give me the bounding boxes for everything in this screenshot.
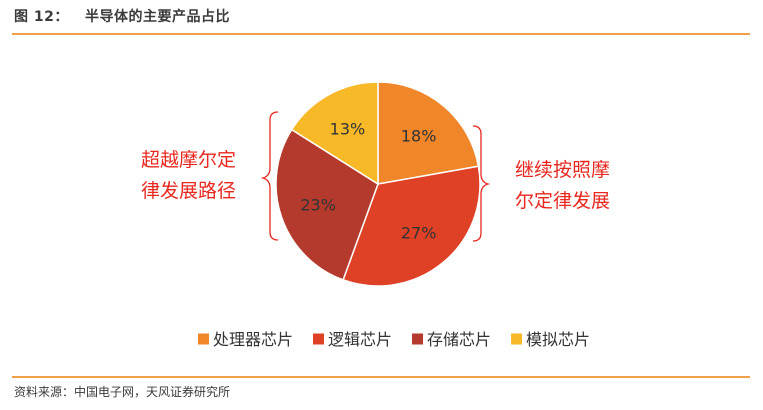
legend-item-2: 逻辑芯片 [313, 330, 392, 349]
legend-item-4: 模拟芯片 [511, 330, 590, 349]
pie-slice-label-1: 18% [401, 127, 437, 146]
pie-slice-1 [377, 81, 480, 185]
pie-slice-4 [290, 81, 379, 186]
legend-label-4: 模拟芯片 [526, 330, 590, 349]
figure-title: 图 12： 半导体的主要产品占比 [14, 9, 230, 25]
pie-chart: 18% 27% 23% 13% 超越摩尔定 律发展路径 继续按照摩 尔定律发展 处理器… [141, 81, 610, 349]
legend-item-3: 存储芯片 [412, 330, 491, 349]
right-bracket [472, 125, 491, 242]
right-annotation-line-1: 继续按照摩 [515, 159, 610, 181]
legend-label-2: 逻辑芯片 [328, 330, 392, 349]
right-annotation-line-2: 尔定律发展 [515, 190, 610, 212]
pie-slices [275, 81, 481, 287]
legend-swatch-3 [412, 333, 424, 345]
pie-slice-2 [342, 165, 481, 287]
legend-swatch-2 [313, 333, 325, 345]
pie-slice-labels: 18% 27% 23% 13% [300, 120, 436, 243]
pie-slice-label-3: 23% [300, 195, 336, 214]
top-rule [12, 33, 750, 35]
legend: 处理器芯片 逻辑芯片 存储芯片 模拟芯片 [198, 330, 590, 349]
legend-swatch-4 [511, 333, 523, 345]
legend-label-3: 存储芯片 [427, 330, 491, 349]
left-annotation-line-1: 超越摩尔定 [141, 149, 236, 171]
legend-swatch-1 [198, 333, 209, 345]
left-annotation-line-2: 律发展路径 [141, 180, 236, 202]
pie-slice-3 [275, 128, 379, 281]
source-note: 资料来源：中国电子网，天风证券研究所 [14, 385, 231, 399]
pie-slice-label-2: 27% [401, 223, 437, 242]
legend-item-1: 处理器芯片 [198, 330, 293, 349]
left-bracket [260, 111, 279, 241]
legend-label-1: 处理器芯片 [213, 330, 293, 349]
bottom-rule [12, 376, 750, 378]
pie-slice-label-4: 13% [330, 120, 366, 139]
